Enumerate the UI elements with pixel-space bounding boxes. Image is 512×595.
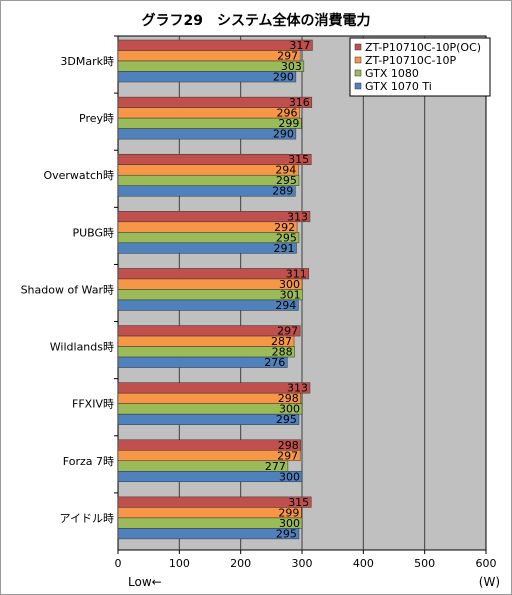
data-label: 296 xyxy=(277,107,298,120)
data-label: 298 xyxy=(278,392,299,405)
data-label: 298 xyxy=(278,439,299,452)
data-label: 299 xyxy=(278,117,299,130)
legend-swatch xyxy=(354,82,362,90)
category-label: FFXIV時 xyxy=(72,398,114,411)
x-tick-label: 0 xyxy=(115,557,122,570)
chart-title: グラフ29 システム全体の消費電力 xyxy=(141,13,371,29)
bar xyxy=(117,335,295,347)
data-label: 294 xyxy=(275,299,296,312)
bar xyxy=(117,517,303,529)
category-label: 3DMark時 xyxy=(60,55,114,68)
bar xyxy=(117,528,300,540)
legend-box xyxy=(349,37,491,97)
bar xyxy=(117,507,302,519)
data-label: 290 xyxy=(273,128,294,141)
category-label: Prey時 xyxy=(79,112,114,125)
legend-entry: ZT-P10710C-10P(OC) xyxy=(365,41,481,54)
legend-swatch xyxy=(354,56,362,64)
bar xyxy=(117,107,300,119)
data-label: 287 xyxy=(271,335,292,348)
data-label: 289 xyxy=(272,185,293,198)
bar xyxy=(117,299,299,311)
x-tick-label: 100 xyxy=(169,557,190,570)
bar xyxy=(117,185,296,197)
bar xyxy=(117,460,289,472)
data-label: 315 xyxy=(288,496,309,509)
bar xyxy=(117,439,302,451)
data-label: 300 xyxy=(279,403,300,416)
data-label: 311 xyxy=(286,267,307,280)
x-tick-label: 500 xyxy=(414,557,435,570)
data-label: 295 xyxy=(276,174,297,187)
legend-entry: GTX 1080 xyxy=(365,67,419,80)
legend-swatch xyxy=(354,43,362,51)
data-label: 300 xyxy=(279,470,300,483)
legend-swatch xyxy=(354,69,362,77)
data-label: 300 xyxy=(279,517,300,530)
category-label: PUBG時 xyxy=(72,226,114,239)
data-label: 295 xyxy=(276,413,297,426)
low-label: Low← xyxy=(128,575,162,589)
data-label: 291 xyxy=(273,242,294,255)
data-label: 317 xyxy=(289,39,310,52)
x-tick-label: 200 xyxy=(230,557,251,570)
x-tick-label: 300 xyxy=(292,557,313,570)
data-label: 316 xyxy=(289,96,310,109)
data-label: 300 xyxy=(279,278,300,291)
category-label: Wildlands時 xyxy=(50,341,114,354)
legend-entry: ZT-P10710C-10P xyxy=(365,54,456,67)
data-label: 303 xyxy=(281,60,302,73)
unit-label: (W) xyxy=(479,575,500,589)
bar xyxy=(117,221,298,233)
data-label: 292 xyxy=(274,221,295,234)
category-label: Shadow of War時 xyxy=(21,283,114,296)
data-label: 299 xyxy=(278,506,299,519)
data-label: 288 xyxy=(272,346,293,359)
bar xyxy=(117,413,300,425)
data-label: 313 xyxy=(287,382,308,395)
bar xyxy=(117,128,297,140)
data-label: 297 xyxy=(277,50,298,63)
bar xyxy=(117,403,303,415)
data-label: 313 xyxy=(287,210,308,223)
category-label: Overwatch時 xyxy=(43,169,114,182)
category-label: アイドル時 xyxy=(60,512,114,525)
bar xyxy=(117,392,302,404)
x-tick-label: 600 xyxy=(476,557,497,570)
data-label: 297 xyxy=(277,449,298,462)
data-label: 295 xyxy=(276,231,297,244)
bar xyxy=(117,232,300,244)
bar xyxy=(117,71,297,83)
bar xyxy=(117,242,297,254)
data-label: 315 xyxy=(288,153,309,166)
data-label: 301 xyxy=(280,288,301,301)
x-tick-label: 400 xyxy=(353,557,374,570)
data-label: 276 xyxy=(264,356,285,369)
category-label: Forza 7時 xyxy=(63,455,114,468)
bar xyxy=(117,471,303,483)
bar xyxy=(117,356,288,368)
data-label: 295 xyxy=(276,527,297,540)
bar xyxy=(117,278,303,290)
data-label: 290 xyxy=(273,71,294,84)
data-label: 294 xyxy=(275,164,296,177)
legend-entry: GTX 1070 Ti xyxy=(365,80,432,93)
bar xyxy=(117,50,301,62)
bar xyxy=(117,164,299,176)
data-label: 277 xyxy=(265,460,286,473)
data-label: 297 xyxy=(277,325,298,338)
